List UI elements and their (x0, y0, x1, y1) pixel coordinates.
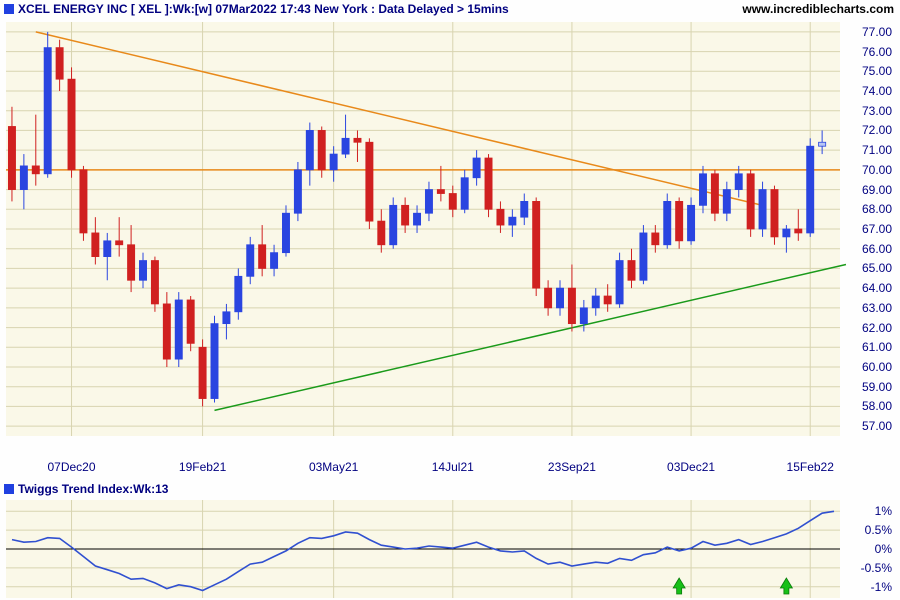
title-bar: XCEL ENERGY INC [ XEL ]:Wk:[w] 07Mar2022… (0, 0, 900, 18)
indicator-y-tick-label: -1% (871, 580, 892, 594)
x-tick-label: 07Dec20 (47, 460, 95, 480)
y-tick-label: 72.00 (862, 123, 892, 137)
watermark-text: www.incrediblecharts.com (742, 2, 894, 16)
y-tick-label: 66.00 (862, 242, 892, 256)
y-tick-label: 75.00 (862, 64, 892, 78)
chart-title: XCEL ENERGY INC [ XEL ]:Wk:[w] 07Mar2022… (18, 2, 509, 16)
y-tick-label: 60.00 (862, 360, 892, 374)
x-tick-label: 19Feb21 (179, 460, 226, 480)
y-tick-label: 59.00 (862, 380, 892, 394)
y-tick-label: 67.00 (862, 222, 892, 236)
y-tick-label: 73.00 (862, 104, 892, 118)
indicator-color-box (4, 484, 14, 494)
y-tick-label: 62.00 (862, 321, 892, 335)
y-tick-label: 63.00 (862, 301, 892, 315)
indicator-panel[interactable]: Twiggs Trend Index:Wk:13 -1% -0.5% 0% 0.5% 1… (0, 480, 900, 600)
price-panel[interactable]: 57.00 58.00 59.00 60.00 61.00 62.00 63.00 64.00… (0, 18, 900, 458)
indicator-y-tick-label: -0.5% (861, 561, 892, 575)
indicator-y-tick-label: 1% (875, 504, 892, 518)
y-tick-label: 71.00 (862, 143, 892, 157)
series-color-box (4, 4, 14, 14)
y-tick-label: 58.00 (862, 399, 892, 413)
chart-viewport: XCEL ENERGY INC [ XEL ]:Wk:[w] 07Mar2022… (0, 0, 900, 600)
indicator-y-tick-label: 0.5% (865, 523, 892, 537)
y-tick-label: 57.00 (862, 419, 892, 433)
x-tick-label: 03Dec21 (667, 460, 715, 480)
indicator-label: Twiggs Trend Index:Wk:13 (18, 482, 168, 496)
x-axis: 07Dec20 19Feb21 03May21 14Jul21 23Sep21 03Dec… (0, 458, 900, 480)
y-tick-label: 76.00 (862, 45, 892, 59)
x-tick-label: 03May21 (309, 460, 358, 480)
y-tick-label: 74.00 (862, 84, 892, 98)
indicator-y-tick-label: 0% (875, 542, 892, 556)
y-tick-label: 61.00 (862, 340, 892, 354)
y-tick-label: 64.00 (862, 281, 892, 295)
y-tick-label: 77.00 (862, 25, 892, 39)
x-tick-label: 14Jul21 (432, 460, 474, 480)
y-tick-label: 65.00 (862, 261, 892, 275)
x-tick-label: 23Sep21 (548, 460, 596, 480)
y-tick-label: 68.00 (862, 202, 892, 216)
y-tick-label: 69.00 (862, 183, 892, 197)
indicator-legend: Twiggs Trend Index:Wk:13 (4, 482, 168, 496)
y-tick-label: 70.00 (862, 163, 892, 177)
x-tick-label: 15Feb22 (787, 460, 834, 480)
